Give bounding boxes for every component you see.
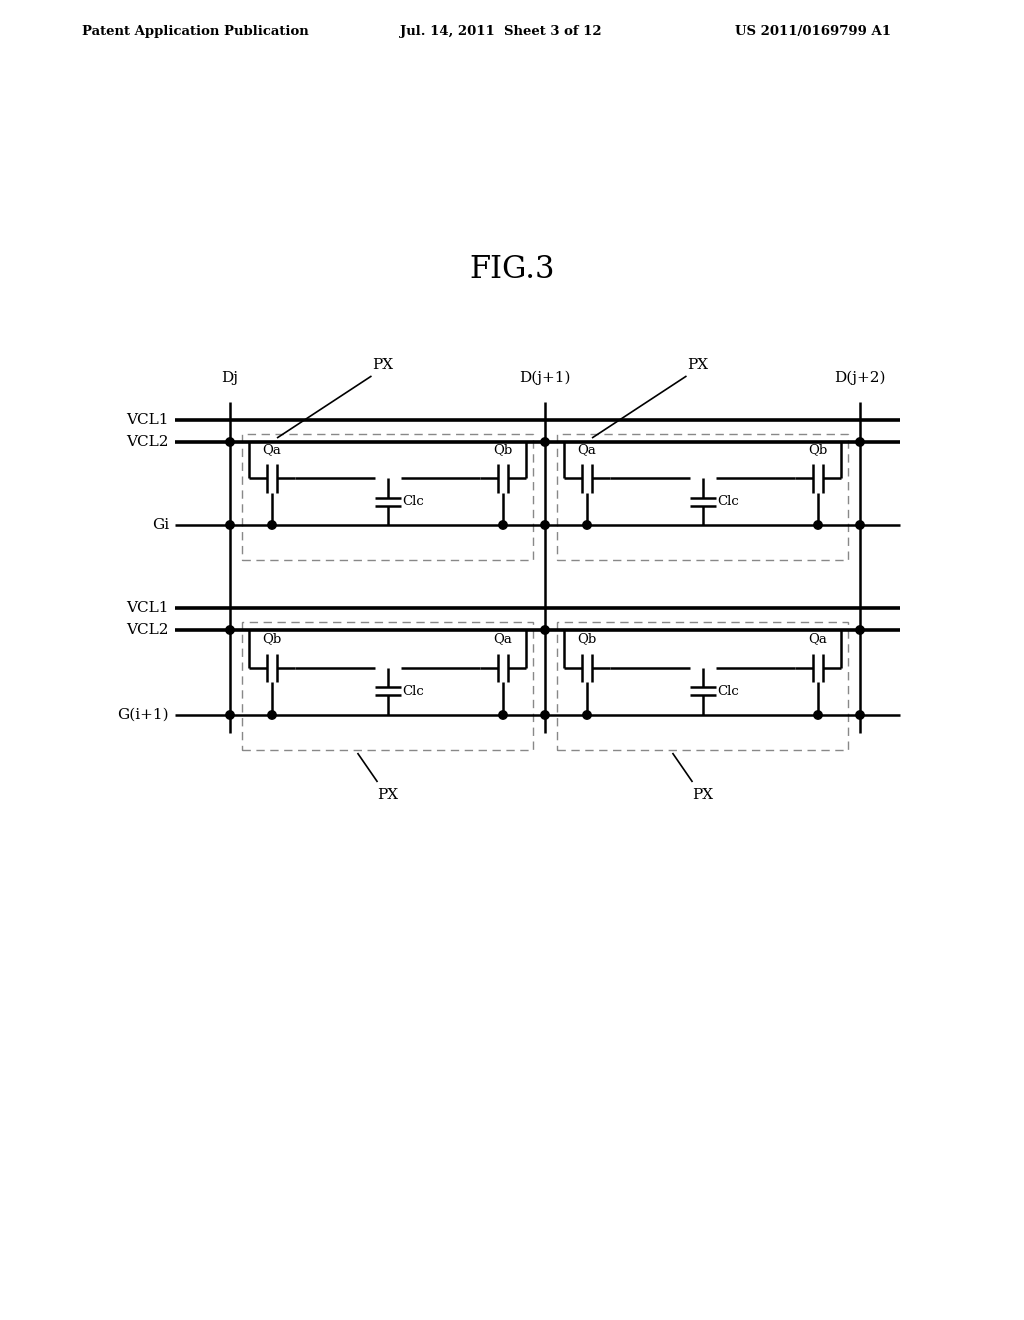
Circle shape bbox=[268, 521, 276, 529]
Text: Qa: Qa bbox=[494, 632, 512, 645]
Circle shape bbox=[856, 626, 864, 634]
Text: D(j+1): D(j+1) bbox=[519, 371, 570, 385]
Circle shape bbox=[499, 710, 507, 719]
Circle shape bbox=[541, 626, 549, 634]
Circle shape bbox=[541, 438, 549, 446]
Circle shape bbox=[268, 710, 276, 719]
Text: US 2011/0169799 A1: US 2011/0169799 A1 bbox=[735, 25, 891, 38]
Text: Qb: Qb bbox=[808, 444, 827, 457]
Circle shape bbox=[499, 521, 507, 529]
Circle shape bbox=[583, 521, 591, 529]
Text: FIG.3: FIG.3 bbox=[469, 255, 555, 285]
Text: VCL2: VCL2 bbox=[127, 623, 169, 638]
Circle shape bbox=[814, 521, 822, 529]
Text: PX: PX bbox=[687, 358, 708, 372]
Text: VCL1: VCL1 bbox=[127, 601, 169, 615]
Text: Clc: Clc bbox=[718, 495, 739, 508]
Text: Gi: Gi bbox=[152, 517, 169, 532]
Circle shape bbox=[541, 710, 549, 719]
Text: Qa: Qa bbox=[262, 444, 282, 457]
Circle shape bbox=[856, 438, 864, 446]
Circle shape bbox=[226, 710, 234, 719]
Circle shape bbox=[583, 710, 591, 719]
Text: Qa: Qa bbox=[578, 444, 596, 457]
Text: Qb: Qb bbox=[494, 444, 513, 457]
Text: Qb: Qb bbox=[262, 632, 282, 645]
Text: Dj: Dj bbox=[221, 371, 239, 385]
Text: Jul. 14, 2011  Sheet 3 of 12: Jul. 14, 2011 Sheet 3 of 12 bbox=[400, 25, 602, 38]
Circle shape bbox=[541, 521, 549, 529]
Circle shape bbox=[856, 521, 864, 529]
Text: Qa: Qa bbox=[809, 632, 827, 645]
Text: PX: PX bbox=[372, 358, 393, 372]
Text: Clc: Clc bbox=[718, 685, 739, 698]
Text: VCL1: VCL1 bbox=[127, 413, 169, 426]
Text: VCL2: VCL2 bbox=[127, 436, 169, 449]
Circle shape bbox=[226, 438, 234, 446]
Text: PX: PX bbox=[377, 788, 398, 803]
Text: Clc: Clc bbox=[402, 495, 424, 508]
Text: G(i+1): G(i+1) bbox=[118, 708, 169, 722]
Text: Patent Application Publication: Patent Application Publication bbox=[82, 25, 309, 38]
Circle shape bbox=[226, 626, 234, 634]
Text: D(j+2): D(j+2) bbox=[835, 371, 886, 385]
Circle shape bbox=[814, 710, 822, 719]
Text: Qb: Qb bbox=[578, 632, 597, 645]
Circle shape bbox=[856, 710, 864, 719]
Text: PX: PX bbox=[692, 788, 713, 803]
Circle shape bbox=[226, 521, 234, 529]
Text: Clc: Clc bbox=[402, 685, 424, 698]
